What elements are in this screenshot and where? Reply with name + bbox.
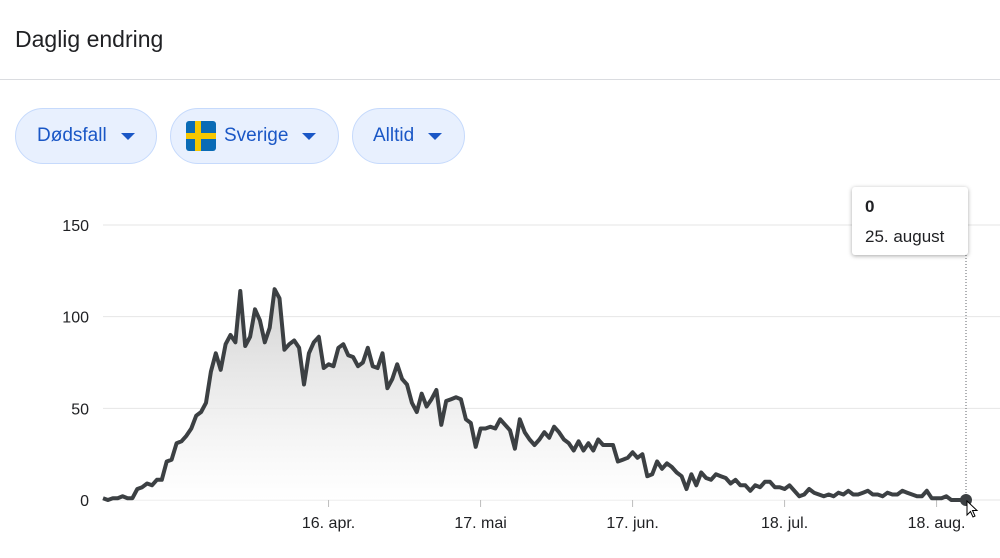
metric-filter-label: Dødsfall [37, 125, 107, 146]
x-tick-label: 17. jun. [606, 515, 658, 532]
country-filter-label: Sverige [224, 125, 289, 146]
y-tick-label: 150 [62, 218, 89, 235]
sweden-flag-icon [186, 121, 216, 151]
chevron-down-icon [428, 132, 443, 140]
chevron-down-icon [302, 132, 317, 140]
data-tooltip: 0 25. august [852, 187, 968, 255]
chart-series-line [102, 287, 966, 502]
x-tick-label: 18. jul. [761, 515, 808, 532]
period-filter-label: Alltid [373, 125, 415, 146]
x-tick-label: 17. mai [454, 515, 506, 532]
chevron-down-icon [120, 132, 135, 140]
tooltip-date: 25. august [865, 227, 945, 246]
tooltip-value: 0 [865, 197, 875, 216]
page-title: Daglig endring [15, 26, 164, 52]
y-tick-label: 100 [62, 310, 89, 327]
period-filter-chip[interactable]: Alltid [352, 108, 465, 164]
y-tick-label: 0 [80, 493, 89, 510]
y-tick-label: 50 [71, 401, 89, 418]
country-filter-chip[interactable]: Sverige [170, 108, 339, 164]
x-tick-label: 18. aug. [908, 515, 966, 532]
chart-area [103, 289, 966, 500]
metric-filter-chip[interactable]: Dødsfall [15, 108, 157, 164]
x-tick-label: 16. apr. [302, 515, 355, 532]
mouse-pointer-icon [966, 500, 979, 518]
header: Daglig endring [0, 0, 1000, 80]
